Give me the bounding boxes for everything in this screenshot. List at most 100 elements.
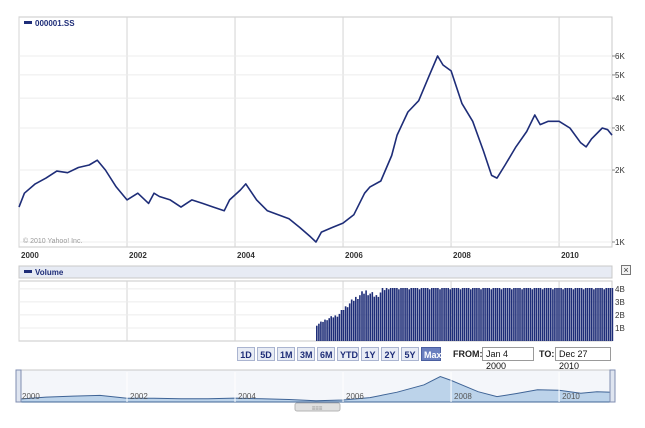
volume-bar <box>373 296 376 341</box>
navigator-scroll-grip: ≡≡≡ <box>312 406 323 412</box>
volume-bar <box>334 315 337 341</box>
close-volume-button[interactable]: × <box>621 265 631 275</box>
price-x-tick-label: 2000 <box>21 251 39 260</box>
volume-bar <box>558 288 560 341</box>
volume-bar <box>584 288 587 341</box>
volume-bar <box>420 288 423 341</box>
volume-bar <box>580 288 583 341</box>
volume-bar <box>348 303 351 341</box>
volume-bar <box>496 288 499 341</box>
range-6m-button[interactable]: 6M <box>317 347 335 361</box>
price-x-tick-label: 2006 <box>345 251 363 260</box>
volume-bar <box>357 299 359 341</box>
volume-bar <box>445 288 447 341</box>
volume-bar <box>346 307 349 341</box>
volume-bar <box>355 296 357 341</box>
volume-bar <box>474 288 476 341</box>
volume-bar <box>566 288 568 341</box>
volume-bar <box>500 289 503 341</box>
navigator-x-axis: 2000 2002 2004 2006 2008 2010 <box>18 372 580 402</box>
volume-bar <box>547 288 550 341</box>
volume-bar <box>439 289 441 341</box>
volume-bar <box>394 288 396 341</box>
volume-bar <box>597 288 599 341</box>
navigator-scroll-handle[interactable] <box>294 402 341 412</box>
price-x-tick-label: 2004 <box>237 251 255 260</box>
volume-bar <box>344 306 347 341</box>
volume-bar <box>609 288 612 341</box>
range-ytd-button[interactable]: YTD <box>337 347 359 361</box>
volume-bar <box>509 288 511 341</box>
volume-bar <box>525 288 527 341</box>
volume-bar <box>402 288 404 341</box>
price-panel-frame <box>18 16 613 248</box>
range-1m-button[interactable]: 1M <box>277 347 295 361</box>
volume-bar <box>470 289 472 341</box>
volume-bar <box>435 288 437 341</box>
volume-bar <box>478 288 480 341</box>
volume-bar <box>605 288 607 341</box>
price-line <box>18 55 613 243</box>
volume-bar <box>383 290 386 341</box>
volume-bar <box>601 288 603 341</box>
volume-bar <box>418 289 421 341</box>
volume-bar <box>375 295 378 341</box>
volume-bar <box>414 288 417 341</box>
volume-bar <box>603 289 605 341</box>
volume-bar <box>465 288 468 341</box>
volume-bar <box>535 288 538 341</box>
navigator-left-handle[interactable] <box>15 369 22 403</box>
volume-bar <box>568 288 571 341</box>
volume-bar <box>595 288 597 341</box>
volume-bar <box>398 289 400 341</box>
volume-bar <box>574 288 577 341</box>
volume-bar <box>424 288 427 341</box>
volume-bar <box>453 288 456 341</box>
range-2y-button[interactable]: 2Y <box>381 347 399 361</box>
volume-bar <box>342 310 345 341</box>
from-date-input[interactable]: Jan 4 2000 <box>482 347 534 371</box>
volume-bar <box>389 288 392 341</box>
volume-bar <box>396 288 398 341</box>
volume-y-tick-label: 2B <box>615 311 625 320</box>
volume-bar <box>504 288 507 341</box>
volume-bar <box>336 316 339 341</box>
volume-bar <box>363 293 365 341</box>
volume-bar <box>410 288 412 341</box>
price-x-tick-label: 2002 <box>129 251 147 260</box>
price-y-axis: 6K 5K 4K 3K 2K 1K <box>612 52 625 247</box>
volume-bar <box>562 289 564 341</box>
volume-bar <box>318 323 320 341</box>
range-1y-button[interactable]: 1Y <box>361 347 379 361</box>
volume-bar <box>552 289 554 341</box>
range-max-button[interactable]: Max <box>421 347 442 361</box>
volume-bar <box>586 288 589 341</box>
volume-bar <box>537 288 540 341</box>
range-5d-button[interactable]: 5D <box>257 347 275 361</box>
navigator-x-tick-label: 2000 <box>22 392 40 401</box>
volume-bar <box>461 288 464 341</box>
range-5y-button[interactable]: 5Y <box>401 347 419 361</box>
volume-y-axis: 4B 3B 2B 1B <box>615 285 625 333</box>
navigator-x-tick-label: 2002 <box>130 392 148 401</box>
volume-bar <box>422 288 425 341</box>
volume-bar <box>591 288 593 341</box>
volume-bar <box>338 313 341 341</box>
volume-bar <box>480 289 482 341</box>
volume-bar <box>361 291 363 341</box>
volume-bar <box>494 288 497 341</box>
to-date-input[interactable]: Dec 27 2010 <box>555 347 611 371</box>
volume-bar <box>443 288 445 341</box>
to-label: TO: <box>539 349 555 359</box>
volume-bar <box>582 289 585 341</box>
navigator-right-handle[interactable] <box>609 369 616 403</box>
volume-bar <box>545 288 548 341</box>
volume-bar <box>320 321 322 341</box>
range-3m-button[interactable]: 3M <box>297 347 315 361</box>
range-1d-button[interactable]: 1D <box>237 347 255 361</box>
volume-bar <box>539 288 542 341</box>
volume-bar <box>369 293 371 341</box>
price-x-tick-label: 2010 <box>561 251 579 260</box>
volume-bar <box>486 288 488 341</box>
